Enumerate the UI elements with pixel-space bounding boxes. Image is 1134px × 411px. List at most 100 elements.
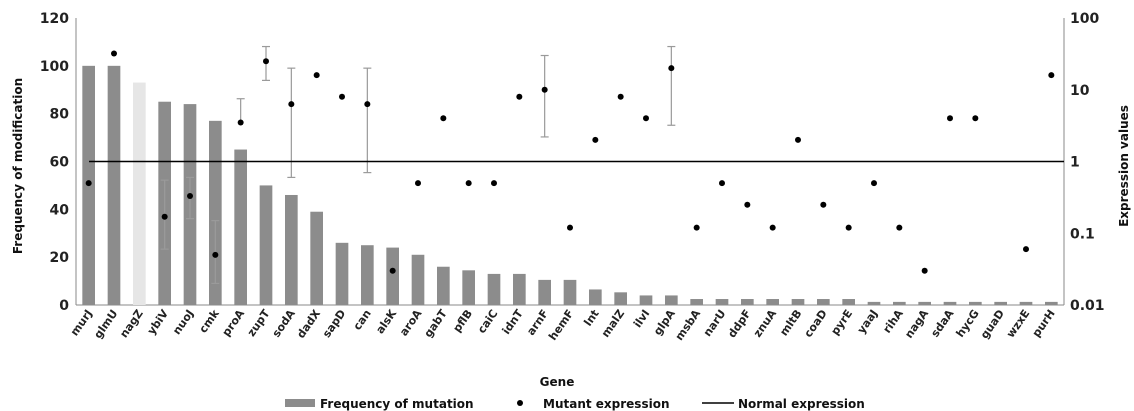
x-tick-label: mltB bbox=[777, 307, 804, 338]
x-tick-label: dadX bbox=[294, 307, 323, 341]
x-axis-label: Gene bbox=[540, 375, 575, 389]
point-nuoJ bbox=[187, 193, 193, 200]
x-tick-label: ilvI bbox=[631, 307, 652, 330]
point-rihA bbox=[896, 224, 903, 231]
y2-tick-label: 1 bbox=[1070, 155, 1080, 171]
x-tick-label: lnt bbox=[581, 307, 601, 328]
x-tick-label: ddpF bbox=[725, 307, 754, 340]
x-tick-label: zupT bbox=[245, 307, 273, 339]
x-tick-label: narU bbox=[701, 307, 729, 339]
x-tick-label: purH bbox=[1030, 307, 1058, 339]
bar-gabT bbox=[437, 266, 450, 305]
point-glmU bbox=[111, 50, 117, 57]
bar-ddpF bbox=[741, 299, 754, 305]
legend: Frequency of mutation Mutant expression … bbox=[285, 397, 865, 411]
x-tick-label: rihA bbox=[880, 307, 906, 336]
point-murJ bbox=[85, 180, 92, 187]
bar-alsK bbox=[386, 247, 399, 305]
x-tick-label: coaD bbox=[802, 307, 830, 340]
legend-line-label: Normal expression bbox=[738, 397, 865, 411]
bar-glmU bbox=[107, 65, 121, 305]
bar-wzxE bbox=[1019, 301, 1033, 305]
y-tick-label: 120 bbox=[40, 11, 69, 27]
bar-aroA bbox=[411, 254, 425, 305]
bar-purH bbox=[1045, 301, 1058, 305]
point-aroA bbox=[415, 180, 421, 187]
legend-bar-swatch bbox=[285, 399, 315, 407]
bar-zupT bbox=[259, 185, 273, 305]
x-tick-label: gabT bbox=[422, 307, 451, 340]
point-msbA bbox=[693, 224, 700, 231]
point-yaaJ bbox=[871, 180, 877, 187]
point-sodA bbox=[288, 101, 295, 108]
bar-narU bbox=[715, 299, 729, 305]
bar-cmk bbox=[209, 120, 222, 305]
x-tick-label: malZ bbox=[599, 307, 627, 340]
point-glpA bbox=[668, 65, 675, 72]
bar-mltB bbox=[791, 299, 805, 305]
point-proA bbox=[237, 119, 244, 126]
x-tick-label: guaD bbox=[978, 307, 1007, 341]
point-malZ bbox=[617, 93, 624, 100]
x-tick-label: sodA bbox=[270, 307, 298, 340]
x-tick-label: alsK bbox=[373, 307, 399, 336]
bar-lnt bbox=[589, 289, 602, 305]
point-znuA bbox=[769, 224, 776, 231]
bar-pyrE bbox=[842, 299, 855, 305]
x-tick-label: yaaJ bbox=[855, 307, 881, 336]
bar-rihA bbox=[893, 301, 906, 305]
bar-idnT bbox=[513, 273, 526, 305]
point-narU bbox=[719, 180, 725, 187]
point-gabT bbox=[440, 115, 447, 122]
x-tick-label: nuoJ bbox=[170, 307, 196, 337]
x-tick-label: nagZ bbox=[117, 307, 146, 340]
bars-layer bbox=[82, 65, 1058, 305]
x-tick-label: sapD bbox=[320, 307, 348, 340]
point-wzxE bbox=[1023, 246, 1029, 253]
legend-bar-label: Frequency of mutation bbox=[320, 397, 474, 411]
x-tick-label: idnT bbox=[500, 307, 526, 337]
point-can bbox=[364, 101, 371, 108]
x-tick-label: pyrE bbox=[828, 307, 855, 337]
point-ilvI bbox=[643, 115, 649, 122]
point-hycG bbox=[972, 115, 979, 122]
x-tick-label: hemF bbox=[546, 307, 576, 343]
y2-axis-label: Expression values bbox=[1117, 105, 1131, 227]
bar-nagA bbox=[918, 301, 931, 305]
x-tick-label: can bbox=[351, 307, 374, 332]
bar-hemF bbox=[563, 279, 577, 305]
point-purH bbox=[1048, 72, 1055, 79]
points-layer bbox=[85, 50, 1055, 274]
point-caiC bbox=[491, 180, 497, 187]
point-sapD bbox=[339, 93, 345, 100]
x-tick-label: caiC bbox=[475, 307, 500, 336]
y2-tick-label: 0.01 bbox=[1070, 298, 1105, 314]
point-cmk bbox=[212, 251, 219, 258]
bar-msbA bbox=[690, 299, 703, 305]
y-axis-label: Frequency of modification bbox=[11, 78, 25, 254]
x-tick-label: msbA bbox=[673, 307, 704, 343]
point-sdaA bbox=[947, 115, 953, 122]
right-axis-ticks: 0.01 0.1 1 10 100 bbox=[1070, 11, 1105, 314]
left-axis-ticks: 0 20 40 60 80 100 120 bbox=[40, 11, 69, 314]
point-alsK bbox=[389, 267, 396, 274]
point-zupT bbox=[263, 58, 269, 65]
y-tick-label: 80 bbox=[50, 107, 70, 123]
bar-yaaJ bbox=[867, 301, 881, 305]
y2-tick-label: 100 bbox=[1070, 11, 1099, 27]
legend-point-label: Mutant expression bbox=[543, 397, 670, 411]
bar-pflB bbox=[462, 270, 475, 305]
point-coaD bbox=[820, 201, 827, 208]
x-tick-label: cmk bbox=[197, 307, 223, 336]
point-ddpF bbox=[744, 201, 751, 208]
bar-dadX bbox=[310, 211, 323, 305]
point-mltB bbox=[795, 136, 801, 143]
y-tick-label: 40 bbox=[50, 202, 70, 218]
point-arnF bbox=[541, 86, 548, 93]
bar-arnF bbox=[538, 279, 551, 305]
bar-can bbox=[361, 245, 374, 305]
bar-malZ bbox=[614, 292, 627, 305]
y2-tick-label: 10 bbox=[1070, 83, 1090, 99]
